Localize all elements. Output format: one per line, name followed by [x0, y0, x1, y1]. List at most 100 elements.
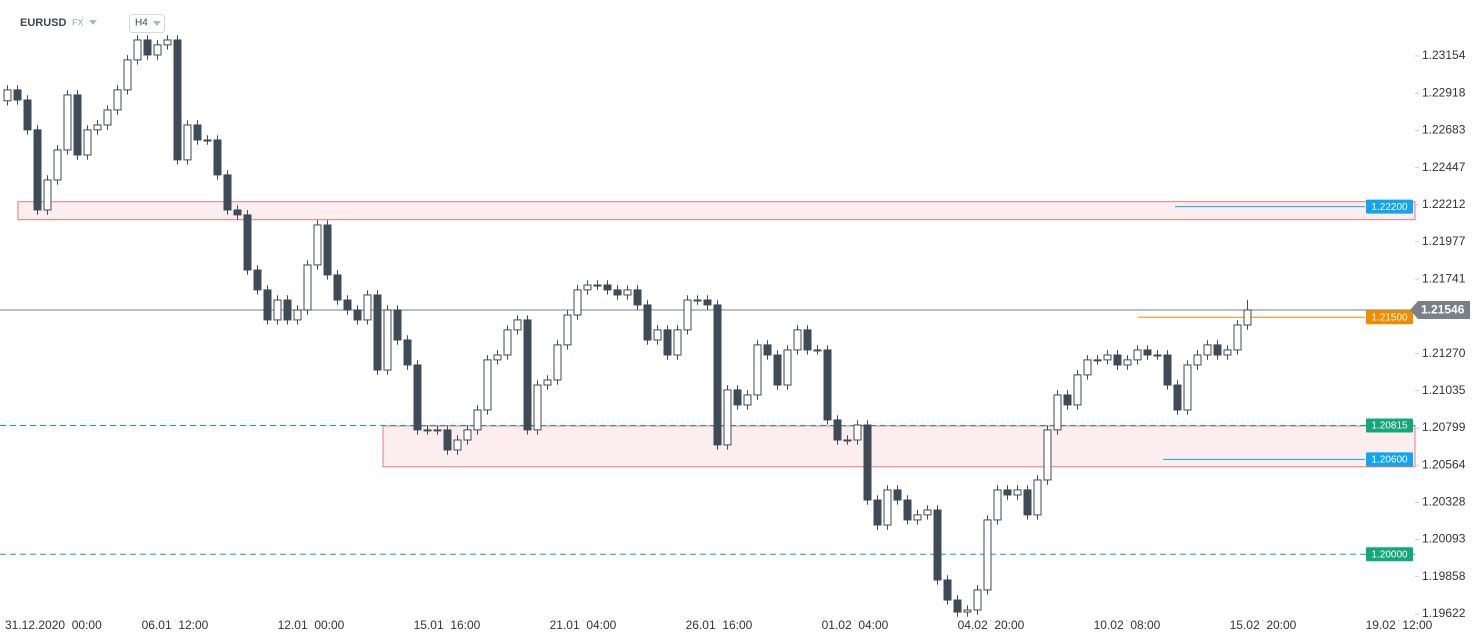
interval-button[interactable] — [129, 14, 165, 33]
candle — [423, 425, 432, 435]
candle — [983, 515, 992, 595]
candle — [673, 325, 682, 360]
candle — [3, 85, 12, 106]
candle — [483, 355, 492, 415]
candle-body — [193, 124, 202, 141]
x-tick-label: 15.01 16:00 — [414, 618, 481, 632]
candle — [63, 90, 72, 155]
candle — [523, 315, 532, 435]
candle-body — [833, 419, 842, 441]
candle — [723, 385, 732, 450]
current-price-marker — [1410, 300, 1470, 319]
zone — [382, 425, 1416, 468]
candle — [353, 305, 362, 325]
candle-body — [303, 264, 312, 311]
y-tick-label: 1.20093 — [1422, 532, 1466, 546]
candle — [1013, 485, 1022, 500]
candle-body — [513, 319, 522, 331]
candle — [33, 125, 42, 215]
candle-body — [443, 429, 452, 451]
candle-body — [453, 439, 462, 451]
chart-header: EURUSD FX H4 — [20, 14, 165, 33]
level-label-box — [1366, 418, 1413, 433]
candle — [903, 495, 912, 525]
candle — [933, 505, 942, 585]
candle — [1093, 355, 1102, 365]
candle-body — [843, 439, 852, 442]
y-tick-label: 1.19858 — [1422, 569, 1466, 583]
candle — [93, 120, 102, 135]
candle — [1203, 340, 1212, 360]
candle — [703, 295, 712, 310]
candle — [1183, 360, 1192, 415]
candle — [713, 300, 722, 450]
candle — [1133, 345, 1142, 365]
interval-dropdown[interactable] — [153, 21, 161, 26]
candle — [233, 205, 242, 220]
candle — [193, 120, 202, 145]
candle-body — [903, 499, 912, 521]
candle-body — [173, 39, 182, 161]
x-tick-label: 19.02 12:00 — [1366, 618, 1433, 632]
candle-body — [763, 344, 772, 356]
candle-body — [203, 139, 212, 142]
candle-body — [983, 519, 992, 591]
candle-body — [883, 489, 892, 526]
candle — [733, 385, 742, 410]
candle-body — [1083, 359, 1092, 376]
candle-body — [1063, 394, 1072, 406]
x-tick-label: 12.01 00:00 — [278, 618, 345, 632]
y-tick-label: 1.20328 — [1422, 495, 1466, 509]
symbol-dropdown[interactable] — [89, 20, 97, 25]
candle — [1103, 350, 1112, 365]
candle-body — [3, 89, 12, 102]
candle-body — [483, 359, 492, 411]
x-tick-label: 01.02 04:00 — [822, 618, 889, 632]
candle-body — [333, 274, 342, 301]
candle-body — [953, 599, 962, 613]
candle — [683, 295, 692, 335]
y-tick-label: 1.19622 — [1422, 606, 1466, 620]
y-tick-label: 1.21035 — [1422, 383, 1466, 397]
candle-body — [233, 209, 242, 216]
candle-body — [633, 289, 642, 306]
candle-body — [1073, 374, 1082, 406]
candle-body — [113, 89, 122, 111]
candle-body — [463, 429, 472, 441]
candle — [633, 285, 642, 310]
candle-body — [373, 294, 382, 371]
candle — [793, 325, 802, 355]
interval[interactable]: H4 — [135, 18, 148, 29]
candle-body — [243, 214, 252, 271]
candle-body — [563, 314, 572, 346]
candle — [113, 85, 122, 115]
candle-body — [703, 299, 712, 306]
candle-body — [343, 299, 352, 311]
candle-body — [53, 149, 62, 181]
y-tick-label: 1.20799 — [1422, 420, 1466, 434]
x-tick-label: 26.01 16:00 — [686, 618, 753, 632]
market: FX — [72, 17, 84, 27]
level-label-box — [1366, 547, 1413, 562]
candle-body — [273, 299, 282, 321]
candle — [143, 35, 152, 60]
symbol[interactable]: EURUSD — [20, 17, 67, 29]
candle — [573, 285, 582, 320]
candle — [473, 405, 482, 435]
candle-body — [1053, 394, 1062, 431]
candle — [1063, 390, 1072, 410]
candle-body — [893, 489, 902, 501]
candle-body — [593, 284, 602, 287]
candle-body — [733, 389, 742, 406]
candle-body — [603, 284, 612, 291]
candle-body — [653, 329, 662, 341]
candle-body — [253, 269, 262, 291]
candle — [273, 295, 282, 325]
candle — [213, 135, 222, 180]
y-tick-label: 1.21270 — [1422, 346, 1466, 360]
x-tick-label: 06.01 12:00 — [142, 618, 209, 632]
candle-body — [1013, 489, 1022, 496]
candle — [303, 260, 312, 315]
candle — [1233, 320, 1242, 355]
level-label-box — [1366, 310, 1413, 325]
